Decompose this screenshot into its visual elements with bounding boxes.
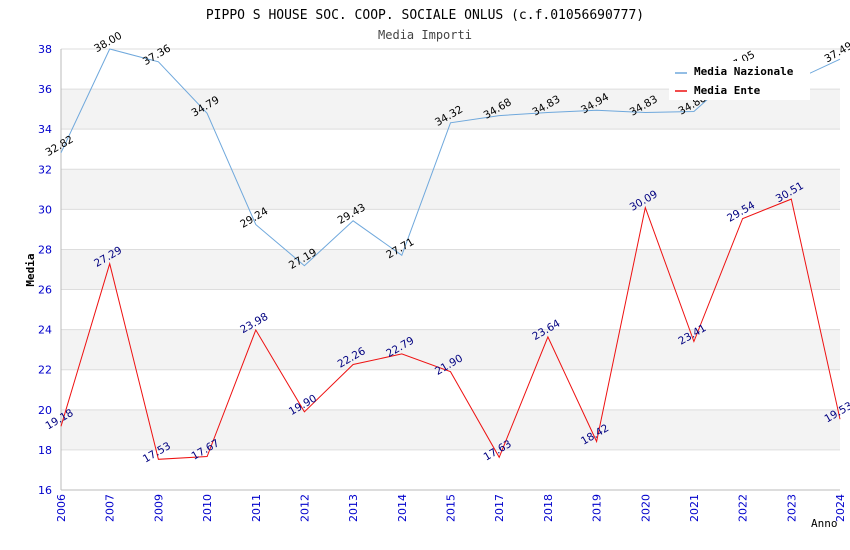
grid-bands bbox=[61, 89, 840, 450]
y-tick-label: 18 bbox=[38, 444, 52, 457]
x-tick-label: 2014 bbox=[396, 494, 409, 522]
x-tick-label: 2015 bbox=[445, 494, 458, 522]
data-label-nazionale: 37.49 bbox=[822, 40, 850, 65]
axes bbox=[60, 49, 840, 491]
x-tick-label: 2019 bbox=[591, 494, 604, 522]
x-tick-label: 2021 bbox=[688, 494, 701, 522]
x-tick-label: 2024 bbox=[834, 494, 847, 522]
grid-lines bbox=[61, 48, 840, 491]
y-axis-label: Media bbox=[24, 253, 37, 286]
y-tick-label: 32 bbox=[38, 163, 52, 176]
data-label-nazionale: 37.36 bbox=[141, 42, 173, 68]
x-tick-label: 2013 bbox=[347, 494, 360, 522]
y-tick-labels: 16 18 20 22 24 26 28 30 32 34 36 38 bbox=[38, 43, 52, 497]
y-tick-label: 38 bbox=[38, 43, 52, 56]
x-tick-label: 2022 bbox=[737, 494, 750, 522]
grid-band bbox=[61, 249, 840, 290]
y-tick-label: 16 bbox=[38, 484, 52, 497]
x-tick-label: 2007 bbox=[104, 494, 117, 522]
y-tick-label: 30 bbox=[38, 203, 52, 216]
legend-box bbox=[669, 61, 810, 100]
y-tick-label: 28 bbox=[38, 243, 52, 256]
x-tick-label: 2023 bbox=[785, 494, 798, 522]
chart-title: PIPPO S HOUSE SOC. COOP. SOCIALE ONLUS (… bbox=[206, 8, 644, 23]
series-line-ente bbox=[60, 198, 841, 460]
x-tick-label: 2012 bbox=[298, 494, 311, 522]
y-tick-label: 20 bbox=[38, 404, 52, 417]
data-label-nazionale: 32.82 bbox=[43, 134, 75, 159]
legend-label-ente: Media Ente bbox=[694, 84, 761, 97]
x-tick-label: 2010 bbox=[201, 494, 214, 522]
legend-label-nazionale: Media Nazionale bbox=[694, 65, 794, 78]
x-tick-label: 2006 bbox=[55, 494, 68, 522]
grid-band bbox=[61, 409, 840, 450]
grid-band bbox=[61, 169, 840, 210]
y-tick-label: 36 bbox=[38, 83, 52, 96]
x-axis-label: Anno bbox=[811, 517, 838, 530]
y-tick-label: 26 bbox=[38, 284, 52, 297]
grid-band bbox=[61, 329, 840, 370]
x-tick-label: 2009 bbox=[152, 494, 165, 522]
legend: Media Nazionale Media Ente bbox=[669, 61, 810, 100]
y-tick-label: 22 bbox=[38, 364, 52, 377]
x-tick-label: 2011 bbox=[250, 494, 263, 522]
x-tick-label: 2020 bbox=[639, 494, 652, 522]
x-tick-labels: 2006 2007 2009 2010 2011 2012 2013 2014 2015 2017… bbox=[55, 494, 847, 522]
x-tick-label: 2017 bbox=[493, 494, 506, 522]
chart-subtitle: Media Importi bbox=[378, 28, 472, 42]
x-tick-label: 2018 bbox=[542, 494, 555, 522]
y-tick-label: 24 bbox=[38, 324, 52, 337]
y-tick-label: 34 bbox=[38, 123, 52, 136]
